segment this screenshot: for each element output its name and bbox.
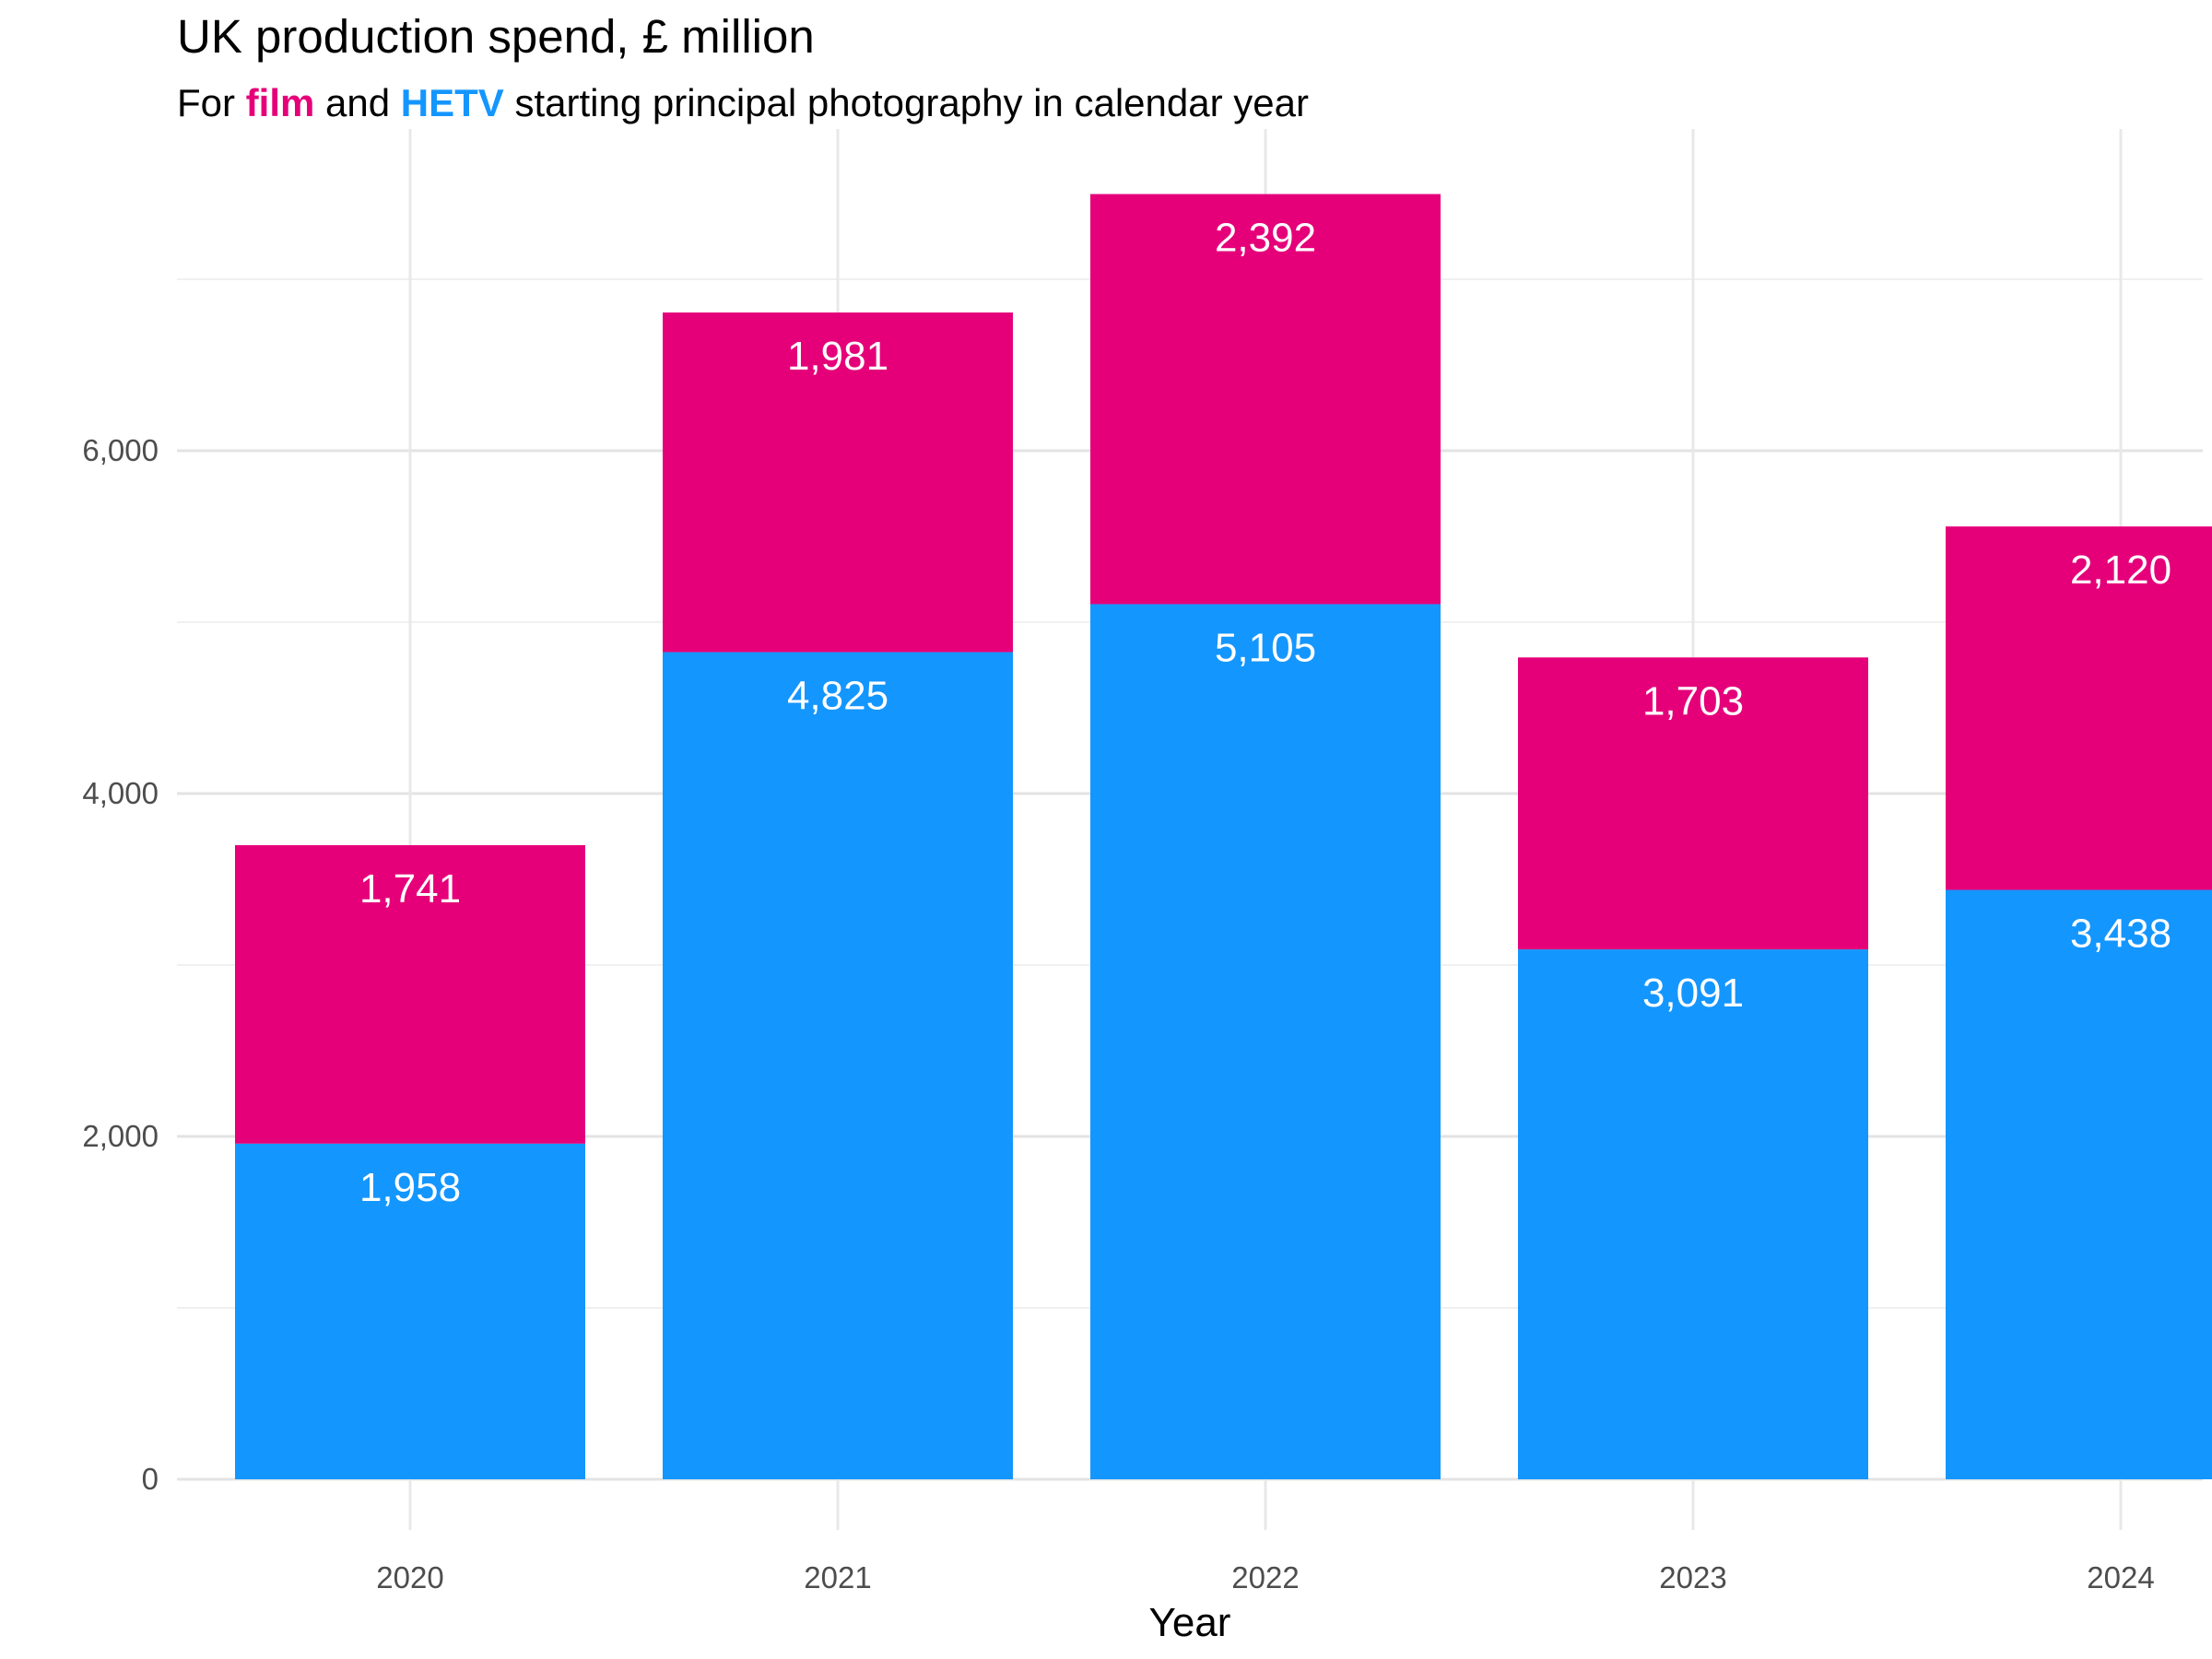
data-label-hetv-2024: 3,438 <box>2070 912 2171 957</box>
x-axis-title: Year <box>1149 1600 1231 1645</box>
subtitle-prefix: For <box>177 81 246 124</box>
y-tick-label: 0 <box>142 1462 159 1496</box>
bar-hetv-2020 <box>235 1143 585 1479</box>
bar-hetv-2024 <box>1946 889 2212 1479</box>
data-label-film-2020: 1,741 <box>359 866 461 912</box>
bar-film-2021 <box>663 312 1013 653</box>
x-axis: 2020 2021 2022 2023 2024 <box>376 1560 2154 1594</box>
subtitle-suffix: starting principal photography in calend… <box>503 81 1309 124</box>
y-tick-label: 4,000 <box>82 776 159 810</box>
x-tick-label: 2021 <box>804 1560 871 1594</box>
bar-hetv-2022 <box>1090 604 1441 1479</box>
bars <box>235 194 2212 1479</box>
subtitle-middle: and <box>314 81 401 124</box>
subtitle-film-word: film <box>245 81 315 124</box>
data-labels: 1,958 1,741 4,825 1,981 5,105 2,392 3,091 1,703… <box>359 216 2171 1210</box>
chart-title: UK production spend, £ million <box>177 10 815 63</box>
subtitle-hetv-word: HETV <box>400 81 504 124</box>
bar-film-2020 <box>235 844 585 1144</box>
data-label-film-2023: 1,703 <box>1642 678 1744 724</box>
x-tick-label: 2023 <box>1659 1560 1726 1594</box>
chart-subtitle: For film and HETV starting principal pho… <box>177 81 1309 125</box>
bar-film-2024 <box>1946 526 2212 890</box>
bar-film-2023 <box>1518 657 1868 950</box>
data-label-film-2024: 2,120 <box>2070 547 2171 593</box>
y-tick-label: 6,000 <box>82 433 159 467</box>
y-tick-label: 2,000 <box>82 1119 159 1153</box>
x-tick-label: 2020 <box>376 1560 443 1594</box>
x-tick-label: 2024 <box>2087 1560 2154 1594</box>
y-axis: 0 2,000 4,000 6,000 <box>82 433 159 1496</box>
data-label-hetv-2023: 3,091 <box>1642 971 1744 1016</box>
data-label-film-2022: 2,392 <box>1215 216 1316 261</box>
bar-film-2022 <box>1090 194 1441 605</box>
data-label-film-2021: 1,981 <box>787 334 888 379</box>
data-label-hetv-2022: 5,105 <box>1215 625 1316 670</box>
x-tick-label: 2022 <box>1231 1560 1299 1594</box>
data-label-hetv-2021: 4,825 <box>787 674 888 719</box>
bar-hetv-2023 <box>1518 949 1868 1479</box>
bar-hetv-2021 <box>663 652 1013 1479</box>
data-label-hetv-2020: 1,958 <box>359 1165 461 1210</box>
